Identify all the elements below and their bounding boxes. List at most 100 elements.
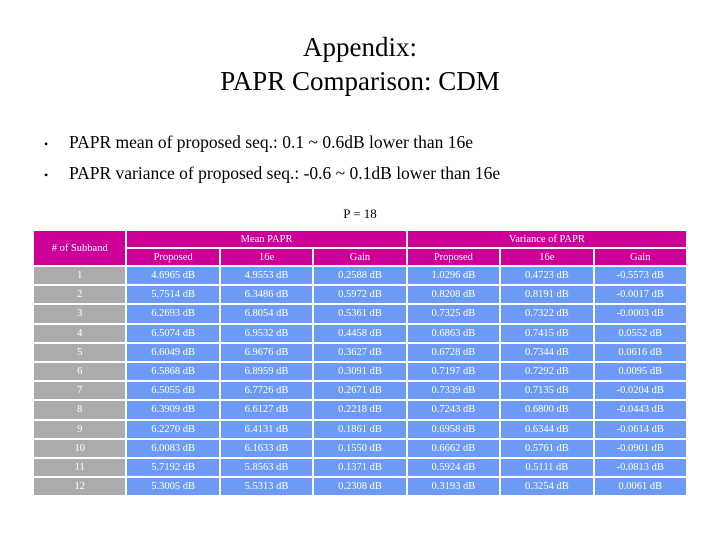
subband-cell: 7 xyxy=(34,382,126,400)
subband-cell: 9 xyxy=(34,420,126,438)
data-cell: -0.0017 dB xyxy=(594,286,686,304)
data-cell: 0.0061 dB xyxy=(594,478,686,496)
table-row: 4 6.5074 dB 6.9532 dB 0.4458 dB 0.6863 dB 0.7… xyxy=(34,324,686,342)
table-row: 12 5.3005 dB 5.5313 dB 0.2308 dB 0.3193 dB 0.… xyxy=(34,478,686,496)
data-cell: 6.6127 dB xyxy=(220,401,313,419)
subband-cell: 5 xyxy=(34,343,126,361)
title-line-1: Appendix: xyxy=(303,32,417,62)
data-cell: 4.6965 dB xyxy=(127,267,219,285)
data-cell: 6.4131 dB xyxy=(220,420,313,438)
data-cell: 0.1861 dB xyxy=(314,420,406,438)
subband-cell: 10 xyxy=(34,439,126,457)
data-cell: 0.7344 dB xyxy=(501,343,593,361)
data-cell: 0.6662 dB xyxy=(407,439,500,457)
data-cell: 5.3005 dB xyxy=(127,478,219,496)
table-row: 3 6.2693 dB 6.8054 dB 0.5361 dB 0.7325 dB 0.7… xyxy=(34,305,686,323)
data-cell: 6.0083 dB xyxy=(127,439,219,457)
col-header-var-16e: 16e xyxy=(501,249,593,265)
subband-cell: 8 xyxy=(34,401,126,419)
data-cell: 0.0616 dB xyxy=(594,343,686,361)
data-cell: 0.7197 dB xyxy=(407,362,500,381)
data-cell: 4.9553 dB xyxy=(220,267,313,285)
data-cell: 0.7292 dB xyxy=(501,362,593,381)
data-cell: 6.5074 dB xyxy=(127,324,219,342)
data-cell: 0.5972 dB xyxy=(314,286,406,304)
subband-cell: 12 xyxy=(34,478,126,496)
data-cell: 6.2270 dB xyxy=(127,420,219,438)
page-title: Appendix: PAPR Comparison: CDM xyxy=(0,30,720,98)
data-cell: 0.7339 dB xyxy=(407,382,500,400)
bullet-text: PAPR variance of proposed seq.: -0.6 ~ 0… xyxy=(69,163,501,183)
papr-comparison-table: # of Subband Mean PAPR Variance of PAPR … xyxy=(32,229,688,497)
data-cell: 0.3627 dB xyxy=(314,343,406,361)
data-cell: 0.4723 dB xyxy=(501,267,593,285)
data-cell: 0.7135 dB xyxy=(501,382,593,400)
table-row: 2 5.7514 dB 6.3486 dB 0.5972 dB 0.8208 dB 0.8… xyxy=(34,286,686,304)
subband-cell: 1 xyxy=(34,267,126,285)
data-cell: -0.0003 dB xyxy=(594,305,686,323)
data-cell: -0.0901 dB xyxy=(594,439,686,457)
data-cell: -0.0443 dB xyxy=(594,401,686,419)
data-cell: 0.3254 dB xyxy=(501,478,593,496)
col-header-var-gain: Gain xyxy=(594,249,686,265)
col-header-mean-16e: 16e xyxy=(220,249,313,265)
data-cell: 0.6863 dB xyxy=(407,324,500,342)
data-cell: 0.3193 dB xyxy=(407,478,500,496)
data-cell: 0.6800 dB xyxy=(501,401,593,419)
data-cell: 6.2693 dB xyxy=(127,305,219,323)
data-cell: 0.5924 dB xyxy=(407,458,500,477)
data-cell: 6.1633 dB xyxy=(220,439,313,457)
data-cell: 6.6049 dB xyxy=(127,343,219,361)
table-row: 7 6.5055 dB 6.7726 dB 0.2671 dB 0.7339 dB 0.7… xyxy=(34,382,686,400)
data-cell: 5.7192 dB xyxy=(127,458,219,477)
subband-cell: 6 xyxy=(34,362,126,381)
data-cell: 0.7415 dB xyxy=(501,324,593,342)
data-cell: 0.3091 dB xyxy=(314,362,406,381)
data-cell: 0.6958 dB xyxy=(407,420,500,438)
data-cell: 0.5111 dB xyxy=(501,458,593,477)
bullet-item: • PAPR mean of proposed seq.: 0.1 ~ 0.6dB… xyxy=(44,128,694,159)
subband-cell: 2 xyxy=(34,286,126,304)
bullet-icon: • xyxy=(44,137,49,151)
table-caption: P = 18 xyxy=(343,206,377,221)
data-cell: 0.7322 dB xyxy=(501,305,593,323)
table-row: 8 6.3909 dB 6.6127 dB 0.2218 dB 0.7243 dB 0.6… xyxy=(34,401,686,419)
data-cell: 5.8563 dB xyxy=(220,458,313,477)
group-header-variance-papr: Variance of PAPR xyxy=(407,231,686,247)
data-cell: 0.0552 dB xyxy=(594,324,686,342)
data-cell: -0.0813 dB xyxy=(594,458,686,477)
bullet-icon: • xyxy=(44,168,49,182)
group-header-mean-papr: Mean PAPR xyxy=(127,231,406,247)
data-cell: 0.8191 dB xyxy=(501,286,593,304)
data-cell: 0.6728 dB xyxy=(407,343,500,361)
data-cell: 0.1550 dB xyxy=(314,439,406,457)
data-cell: -0.5573 dB xyxy=(594,267,686,285)
group-header-row: # of Subband Mean PAPR Variance of PAPR xyxy=(34,231,686,265)
table-row: 10 6.0083 dB 6.1633 dB 0.1550 dB 0.6662 dB 0.… xyxy=(34,439,686,457)
table-row: 9 6.2270 dB 6.4131 dB 0.1861 dB 0.6958 dB 0.6… xyxy=(34,420,686,438)
data-cell: 6.3486 dB xyxy=(220,286,313,304)
bullet-list: • PAPR mean of proposed seq.: 0.1 ~ 0.6dB… xyxy=(44,128,694,190)
title-line-2: PAPR Comparison: CDM xyxy=(220,66,500,96)
table-row: 5 6.6049 dB 6.9676 dB 0.3627 dB 0.6728 dB 0.7… xyxy=(34,343,686,361)
table-row: 1 4.6965 dB 4.9553 dB 0.2588 dB 1.0296 dB 0.4… xyxy=(34,267,686,285)
data-cell: 6.3909 dB xyxy=(127,401,219,419)
data-cell: 5.7514 dB xyxy=(127,286,219,304)
bullet-item: • PAPR variance of proposed seq.: -0.6 ~ … xyxy=(44,159,694,190)
subband-cell: 4 xyxy=(34,324,126,342)
bullet-text: PAPR mean of proposed seq.: 0.1 ~ 0.6dB … xyxy=(69,132,473,152)
data-cell: 6.5868 dB xyxy=(127,362,219,381)
data-cell: 6.9532 dB xyxy=(220,324,313,342)
table-row: 11 5.7192 dB 5.8563 dB 0.1371 dB 0.5924 dB 0.… xyxy=(34,458,686,477)
data-cell: 6.5055 dB xyxy=(127,382,219,400)
col-header-var-proposed: Proposed xyxy=(407,249,500,265)
table-row: 6 6.5868 dB 6.8959 dB 0.3091 dB 0.7197 dB 0.7… xyxy=(34,362,686,381)
data-cell: 5.5313 dB xyxy=(220,478,313,496)
data-cell: 0.4458 dB xyxy=(314,324,406,342)
col-header-mean-proposed: Proposed xyxy=(127,249,219,265)
data-cell: 0.2308 dB xyxy=(314,478,406,496)
data-cell: -0.0204 dB xyxy=(594,382,686,400)
data-cell: 0.5761 dB xyxy=(501,439,593,457)
subband-cell: 11 xyxy=(34,458,126,477)
